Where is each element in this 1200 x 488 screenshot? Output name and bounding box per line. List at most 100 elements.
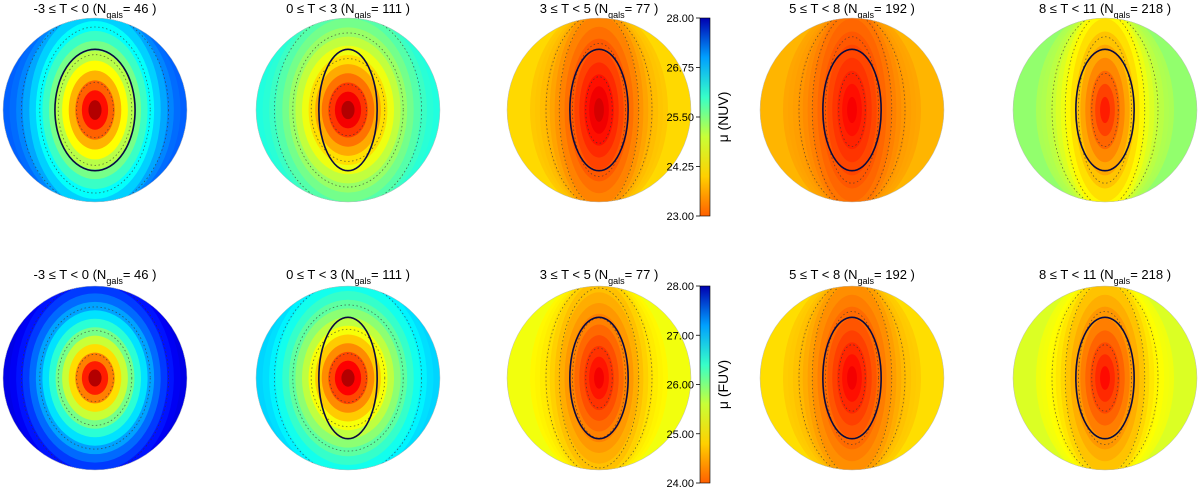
isophote-contour [585,76,613,144]
ngals-subscript: gals [106,276,123,286]
isophote-contour [572,317,626,439]
isophote-contour [310,58,386,162]
isophote-contour [21,18,169,202]
ngals-value: = 46 ) [123,267,157,282]
isophote-contour [292,32,404,188]
ngals-subscript: gals [1114,10,1131,20]
ngals-subscript: gals [858,10,875,20]
disk-outline [255,285,441,471]
panel-title: 8 ≤ T < 11 (Ngals= 218 ) [1039,267,1171,286]
surface-brightness-map [507,286,691,470]
panel-nuv-5: 8 ≤ T < 11 (Ngals= 218 ) [1012,1,1198,203]
isophote-contour [21,286,169,470]
panel-fuv-1: -3 ≤ T < 0 (Ngals= 46 ) [2,267,188,471]
isophote-contour [292,304,404,452]
isophote-contour [1078,310,1132,446]
colorbar-tick-label: 28.00 [666,13,694,25]
isophote-contour [329,83,367,137]
ngals-value: = 77 ) [625,1,659,16]
panel-nuv-2: 0 ≤ T < 3 (Ngals= 111 ) [255,1,441,203]
surface-brightness-map [256,18,440,202]
type-range: 3 ≤ T < 5 (N [540,267,608,282]
type-range: 8 ≤ T < 11 (N [1039,1,1114,16]
isophote-contour [572,42,626,178]
isophote-contour [57,330,133,426]
ngals-value: = 192 ) [874,267,915,282]
disk-outline [2,17,188,203]
isophote-contour [329,353,367,403]
colorbar-tick-label: 23.00 [666,211,694,223]
surface-brightness-map [3,18,187,202]
colorbars: 23.00 24.25 25.50 26.75 28.00 μ (NUV) 24.00 25.… [666,13,731,488]
ngals-value: = 218 ) [1130,1,1171,16]
isophote-contour [825,310,879,446]
reference-ellipse [318,316,378,440]
isophote-contour [585,347,613,409]
isophote-contour [558,18,640,202]
surface-brightness-map [256,286,440,470]
reference-ellipse [822,316,882,440]
colorbar-tick-label: 26.75 [666,63,694,75]
isophote-contour [1064,286,1146,470]
reference-ellipse [54,48,136,172]
ngals-value: = 77 ) [625,267,659,282]
isophote-contour [57,54,133,166]
isophote-contour [273,18,422,202]
type-range: 3 ≤ T < 5 (N [540,1,608,16]
reference-ellipse [1075,48,1135,172]
isophote-contour [811,286,893,470]
panel-fuv-5: 8 ≤ T < 11 (Ngals= 218 ) [1012,267,1198,471]
isophote-contour [798,286,906,470]
disk-outline [1012,285,1198,471]
reference-ellipse [822,48,882,172]
ngals-value: = 192 ) [874,1,915,16]
isophote-contour [825,36,879,184]
colorbar-scale [699,285,711,484]
panel-title: 8 ≤ T < 11 (Ngals= 218 ) [1039,1,1171,20]
disk-outline [2,285,188,471]
colorbar-label: μ (NUV) [715,92,731,143]
surface-brightness-map [1013,18,1197,202]
surface-brightness-map [507,18,691,202]
disk-outline [255,17,441,203]
disk-outline [1012,17,1198,203]
ngals-subscript: gals [858,276,875,286]
colorbar-tick-label: 26.00 [666,380,694,392]
isophote-contour [798,18,906,202]
surface-brightness-map [760,286,944,470]
type-range: -3 ≤ T < 0 (N [34,267,107,282]
isophote-contour [76,353,114,403]
panel-title: 3 ≤ T < 5 (Ngals= 77 ) [540,1,659,20]
disk-outline [506,285,692,471]
isophote-contour [39,306,151,450]
colorbar-label: μ (FUV) [715,360,731,409]
panel-grid: -3 ≤ T < 0 (Ngals= 46 ) 0 ≤ T < 3 (Ngals=… [2,1,1198,471]
panel-title: 3 ≤ T < 5 (Ngals= 77 ) [540,267,659,286]
type-range: 0 ≤ T < 3 (N [286,267,354,282]
colorbar-tick-label: 27.00 [666,330,694,342]
ngals-value: = 218 ) [1130,267,1171,282]
ngals-subscript: gals [106,10,123,20]
isophote-contour [545,286,653,470]
isophote-contour [545,18,653,202]
surface-brightness-map [760,18,944,202]
colorbar-tick-label: 25.00 [666,429,694,441]
colorbar-nuv: 23.00 24.25 25.50 26.75 28.00 μ (NUV) [666,13,731,223]
colorbar-tick-label: 25.50 [666,112,694,124]
isophote-contour [838,72,866,148]
ngals-subscript: gals [608,276,625,286]
surface-brightness-map [1013,286,1197,470]
isophote-contour [558,287,640,469]
isophote-contour [39,26,151,194]
reference-ellipse [569,316,629,440]
isophote-contour [273,286,422,470]
isophote-contour [1091,344,1119,412]
panel-title: 0 ≤ T < 3 (Ngals= 111 ) [286,267,410,286]
reference-ellipse [569,48,629,172]
panel-fuv-2: 0 ≤ T < 3 (Ngals= 111 ) [255,267,441,471]
panel-title: -3 ≤ T < 0 (Ngals= 46 ) [34,1,157,20]
isophote-contour [811,18,893,202]
type-range: 5 ≤ T < 8 (N [789,267,857,282]
disk-outline [506,17,692,203]
